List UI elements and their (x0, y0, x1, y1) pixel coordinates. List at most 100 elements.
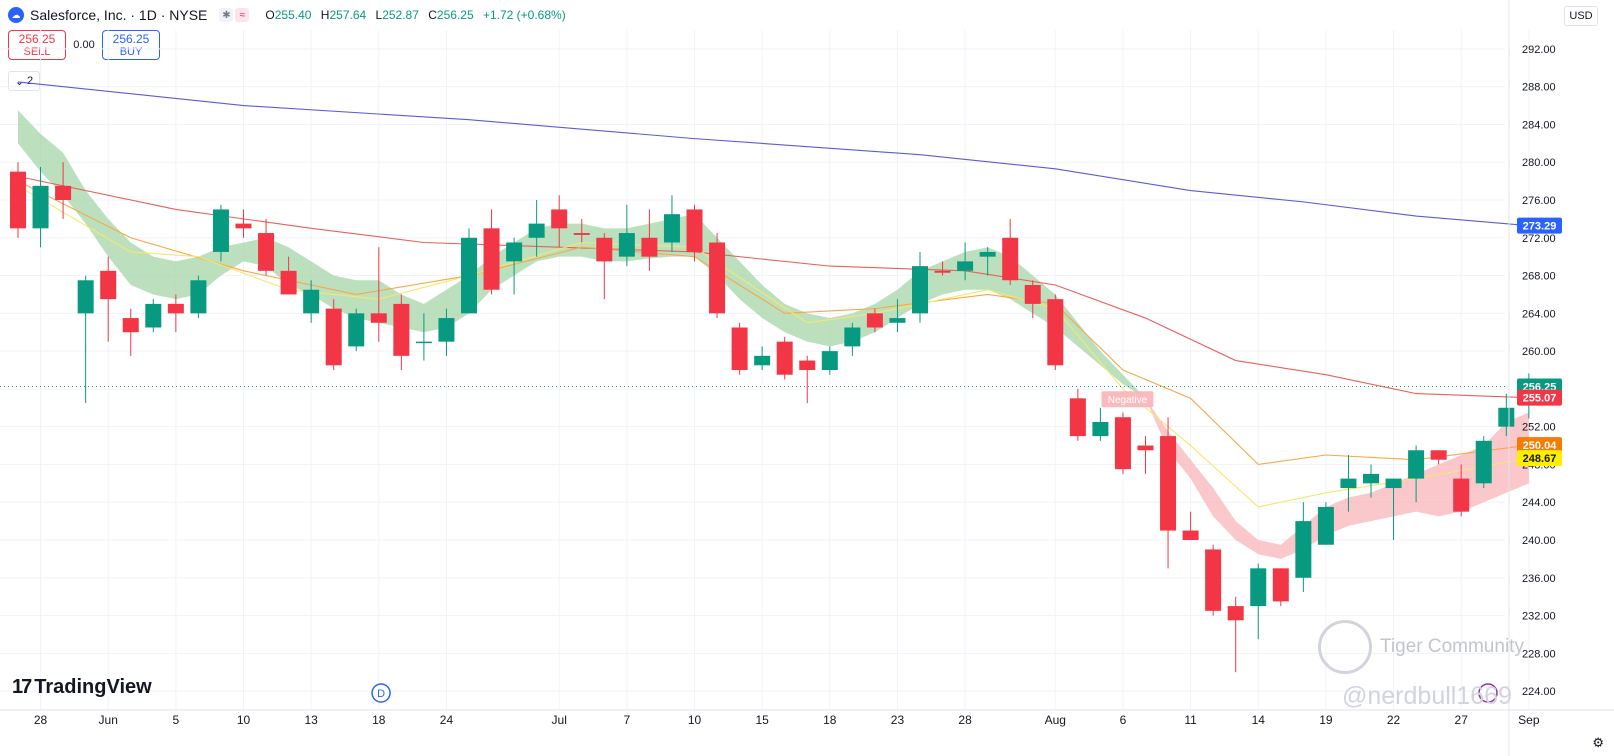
x-tick-label: 7 (624, 713, 631, 727)
candle-body (1137, 445, 1154, 451)
bullish-cloud (18, 110, 1146, 399)
x-tick-label: Sep (1518, 713, 1540, 727)
tradingview-logo: 17 TradingView (12, 676, 152, 698)
candle-body (934, 270, 951, 273)
candle-body (776, 341, 793, 375)
y-tick-label: 236.00 (1522, 573, 1556, 585)
candle-body (866, 313, 883, 328)
candle-body (10, 171, 26, 229)
moving-average-line-3 (17, 185, 1529, 508)
candle-body (483, 228, 500, 290)
price-axis-badge-label: 273.29 (1523, 221, 1557, 233)
candle-body (32, 185, 49, 229)
x-tick-label: 19 (1319, 713, 1333, 727)
spread-value: 0.00 (73, 39, 95, 51)
y-tick-label: 252.00 (1522, 422, 1556, 434)
y-tick-label: 268.00 (1522, 271, 1556, 283)
candle-body (303, 289, 320, 314)
candle-body (1227, 606, 1244, 621)
x-tick-label: 18 (372, 713, 386, 727)
y-tick-label: 244.00 (1522, 497, 1556, 509)
handle-watermark: @nerdbull1669 (1342, 682, 1512, 710)
candle-body (1498, 407, 1515, 427)
x-tick-label: 24 (440, 713, 454, 727)
approx-badge-icon[interactable]: ≈ (235, 8, 250, 22)
candle-body (280, 270, 297, 295)
x-tick-label: 28 (958, 713, 972, 727)
y-tick-label: 232.00 (1522, 611, 1556, 623)
negative-annotation-box (1101, 391, 1154, 408)
candle-body (731, 327, 748, 370)
x-tick-label: Jul (552, 713, 567, 727)
moving-average-line-1 (17, 175, 1529, 399)
candle-body (1092, 421, 1109, 437)
candle-body (1047, 299, 1064, 366)
candle-body (258, 233, 275, 271)
x-tick-label: 27 (1455, 713, 1469, 727)
moving-average-line-0 (17, 81, 1529, 227)
candle-body (190, 280, 207, 314)
candle-body (1317, 506, 1334, 545)
price-axis-badge-label: 248.67 (1523, 453, 1557, 465)
candle-body (528, 223, 545, 238)
salesforce-logo-icon: ☁ (8, 7, 24, 23)
y-tick-label: 260.00 (1522, 346, 1556, 358)
sell-button[interactable]: 256.25 SELL (8, 30, 66, 60)
price-axis-badge (1517, 389, 1562, 406)
candle-body (1295, 521, 1312, 578)
y-tick-label: 276.00 (1522, 195, 1556, 207)
x-tick-label: 22 (1387, 713, 1401, 727)
candle-body (212, 209, 229, 252)
price-axis-badge (1517, 450, 1562, 467)
candle-body (686, 209, 703, 252)
x-tick-label: Aug (1045, 713, 1066, 727)
dividend-marker-label: D (377, 688, 385, 700)
candle-body (1114, 417, 1131, 470)
asterisk-badge-icon[interactable]: ✱ (219, 8, 234, 22)
x-tick-label: 15 (755, 713, 769, 727)
y-tick-label: 272.00 (1522, 233, 1556, 245)
y-tick-label: 264.00 (1522, 308, 1556, 320)
tiger-community-watermark: Tiger Community (1318, 620, 1524, 674)
candle-body (551, 209, 568, 229)
candle-body (145, 303, 162, 328)
candle-body (1408, 450, 1425, 479)
symbol-title[interactable]: Salesforce, Inc. · 1D · NYSE (30, 7, 208, 23)
candle-body (325, 308, 342, 366)
candle-body (596, 237, 613, 262)
y-tick-label: 292.00 (1522, 44, 1556, 56)
candle-body (1160, 436, 1177, 531)
candle-body (461, 237, 477, 314)
candle-body (1250, 568, 1267, 607)
candle-body (1385, 478, 1402, 489)
indicator-count: 2 (27, 75, 34, 87)
buy-button[interactable]: 256.25 BUY (102, 30, 160, 60)
candle-body (438, 318, 455, 342)
currency-selector[interactable]: USD (1564, 6, 1598, 26)
negative-annotation-label: Negative (1108, 395, 1148, 406)
candle-body (709, 242, 726, 314)
x-tick-label: 10 (688, 713, 702, 727)
candle-body (844, 327, 861, 347)
x-tick-label: 6 (1120, 713, 1127, 727)
x-tick-label: 14 (1252, 713, 1266, 727)
gear-icon[interactable]: ⚙ (1592, 735, 1604, 750)
dividend-marker (371, 683, 391, 703)
candle-body (1272, 568, 1289, 602)
candle-body (957, 261, 974, 271)
tradingview-mark-icon: 17 (12, 676, 32, 698)
candle-body (77, 280, 94, 314)
candle-body (573, 233, 590, 235)
candle-body (1182, 530, 1199, 540)
ohlc-values: O255.40 H257.64 L252.87 C256.25 +1.72 (+… (265, 8, 566, 22)
tiger-logo-icon (1318, 620, 1372, 674)
candle-body (370, 313, 387, 323)
indicator-toggle-button[interactable]: ⌄ 2 (8, 71, 40, 91)
candle-body (618, 233, 635, 257)
candle-body (415, 341, 432, 344)
x-tick-label: Jun (99, 713, 118, 727)
x-tick-label: 18 (823, 713, 837, 727)
candle-body (393, 303, 410, 356)
candle-body (348, 313, 365, 347)
